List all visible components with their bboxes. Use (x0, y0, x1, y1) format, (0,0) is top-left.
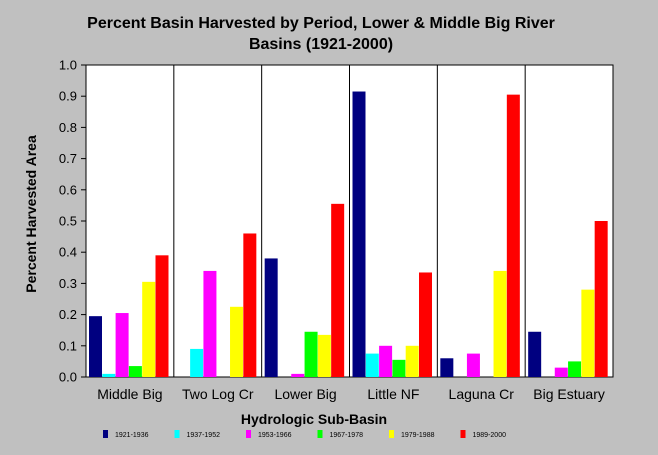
legend-label: 1937-1952 (187, 432, 221, 439)
bar-1937-1952-little-nf (365, 353, 379, 377)
bar-1989-2000-two-log-cr (243, 233, 257, 377)
y-tick-label: 1.0 (59, 58, 77, 73)
x-category-label: Laguna Cr (449, 386, 515, 402)
bar-1953-1966-middle-big (115, 313, 129, 377)
bars-group (89, 91, 608, 378)
y-tick-label: 0.9 (59, 89, 77, 104)
bar-1937-1952-two-log-cr (190, 348, 204, 377)
chart-title-line-2: Basins (1921-2000) (249, 36, 393, 53)
y-tick-label: 0.6 (59, 182, 77, 197)
bar-1921-1936-lower-big (264, 258, 278, 377)
bar-1921-1936-little-nf (352, 91, 366, 378)
y-axis-title: Percent Harvested Area (23, 135, 39, 293)
y-tick-label: 0.5 (59, 214, 77, 229)
bar-1979-1988-laguna-cr (493, 270, 507, 377)
bar-1953-1966-little-nf (379, 345, 393, 377)
bar-1953-1966-two-log-cr (203, 270, 217, 377)
legend-label: 1989-2000 (473, 432, 507, 439)
bar-1989-2000-big-estuary (594, 221, 608, 377)
bar-1967-1978-little-nf (392, 359, 406, 377)
bar-1989-2000-lower-big (331, 203, 345, 377)
bar-1967-1978-lower-big (304, 331, 318, 377)
x-category-label: Middle Big (97, 386, 162, 402)
y-axis-ticks: 0.0 0.1 0.2 0.3 0.4 0.5 0.6 0.7 0.8 0.9 1.0 (59, 58, 86, 385)
y-tick-label: 0.4 (59, 245, 77, 260)
y-tick-label: 0.1 (59, 338, 77, 353)
bar-1979-1988-little-nf (405, 345, 419, 377)
legend-swatch (246, 430, 251, 438)
bar-1921-1936-middle-big (89, 316, 102, 377)
legend: 1921-1936 1937-1952 1953-1966 1967-1978 1979… (103, 430, 506, 439)
x-category-label: Two Log Cr (182, 386, 254, 402)
bar-1953-1966-lower-big (291, 373, 305, 377)
y-tick-label: 0.0 (59, 370, 77, 385)
bar-1989-2000-little-nf (419, 272, 432, 377)
legend-swatch (460, 430, 466, 438)
bar-1979-1988-middle-big (142, 281, 156, 377)
y-tick-label: 0.8 (59, 120, 77, 135)
legend-swatch (103, 430, 108, 438)
y-tick-label: 0.2 (59, 307, 77, 322)
bar-1967-1978-big-estuary (568, 361, 582, 377)
legend-swatch (174, 430, 180, 438)
bar-1967-1978-middle-big (128, 366, 142, 377)
legend-label: 1953-1966 (258, 432, 292, 439)
x-axis-category-labels: Middle Big Two Log Cr Lower Big Little NF La… (97, 386, 605, 402)
legend-swatch (317, 430, 323, 438)
legend-label: 1979-1988 (401, 432, 435, 439)
x-category-label: Little NF (367, 386, 419, 402)
bar-1921-1936-big-estuary (528, 331, 542, 377)
bar-1989-2000-laguna-cr (506, 94, 520, 377)
x-category-label: Big Estuary (533, 386, 605, 402)
x-axis-title: Hydrologic Sub-Basin (241, 411, 387, 427)
bar-1953-1966-big-estuary (554, 367, 568, 377)
legend-label: 1967-1978 (330, 432, 364, 439)
category-separators (173, 65, 526, 377)
bar-1979-1988-two-log-cr (230, 306, 244, 377)
legend-label: 1921-1936 (115, 432, 149, 439)
y-tick-label: 0.3 (59, 276, 77, 291)
bar-1979-1988-lower-big (317, 334, 331, 377)
chart-title-line-1: Percent Basin Harvested by Period, Lower… (87, 15, 555, 32)
bar-1921-1936-laguna-cr (440, 358, 454, 377)
bar-1979-1988-big-estuary (581, 289, 595, 377)
x-category-label: Lower Big (274, 386, 336, 402)
bar-1953-1966-laguna-cr (466, 353, 480, 377)
legend-swatch (389, 430, 394, 438)
bar-1989-2000-middle-big (155, 255, 169, 377)
bar-1937-1952-middle-big (102, 373, 116, 377)
y-tick-label: 0.7 (59, 151, 77, 166)
